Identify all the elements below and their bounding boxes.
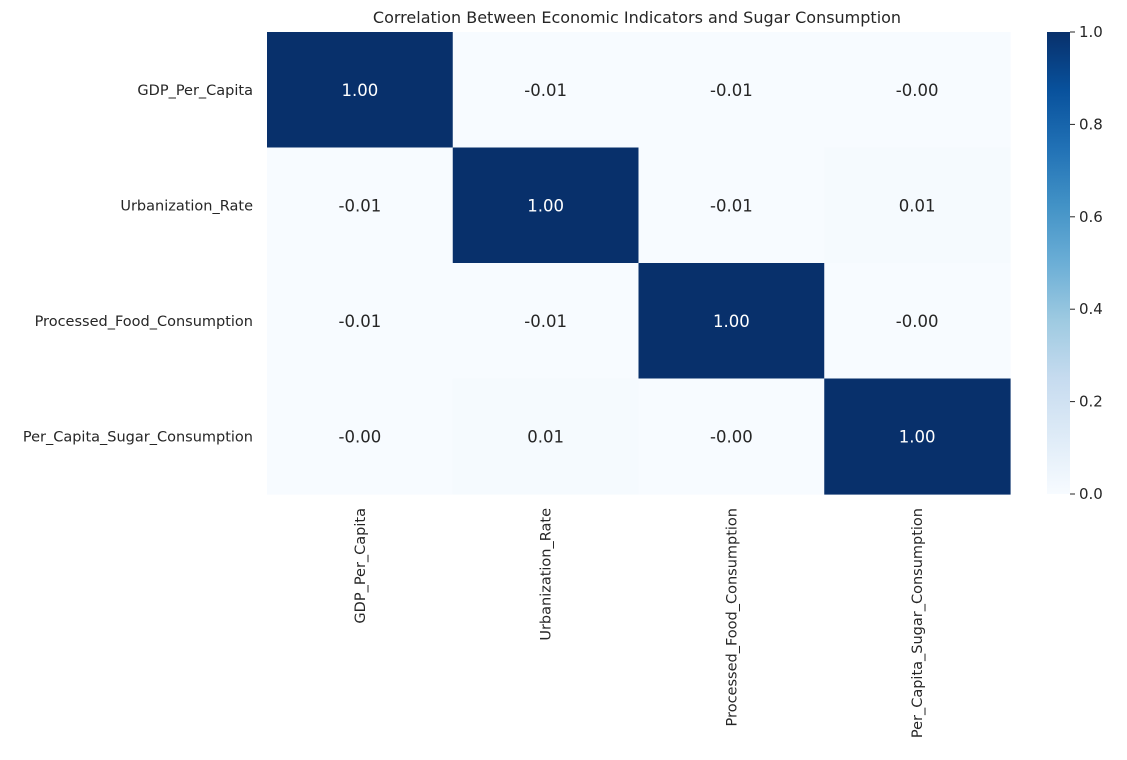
colorbar-tick-label: 0.2 bbox=[1079, 393, 1103, 411]
cell-value-label: -0.00 bbox=[339, 427, 382, 446]
heatmap-cell bbox=[824, 263, 1011, 380]
row-labels: GDP_Per_Capita Urbanization_Rate Processed… bbox=[23, 83, 253, 446]
cell-value-label: 1.00 bbox=[342, 81, 379, 100]
cell-value-label: 0.01 bbox=[527, 427, 564, 446]
heatmap-cell bbox=[638, 32, 825, 149]
colorbar-tick-label: 0.6 bbox=[1079, 208, 1103, 226]
column-tick-label: Urbanization_Rate bbox=[539, 508, 555, 641]
row-tick-label: GDP_Per_Capita bbox=[137, 83, 253, 99]
cell-value-label: -0.01 bbox=[524, 81, 567, 100]
cell-value-label: -0.01 bbox=[524, 312, 567, 331]
colorbar-tick-label: 0.0 bbox=[1079, 485, 1103, 503]
row-tick-label: Processed_Food_Consumption bbox=[35, 314, 253, 330]
cell-value-label: -0.01 bbox=[339, 312, 382, 331]
colorbar-tick-label: 1.0 bbox=[1079, 23, 1103, 41]
heatmap-cell bbox=[267, 32, 454, 149]
heatmap-cell bbox=[452, 378, 640, 495]
cell-value-label: -0.00 bbox=[710, 427, 753, 446]
colorbar-tick-label: 0.4 bbox=[1079, 300, 1103, 318]
column-labels: GDP_Per_Capita Urbanization_Rate Processed… bbox=[353, 508, 926, 738]
heatmap-cell bbox=[824, 378, 1011, 495]
cell-value-label: 1.00 bbox=[527, 196, 564, 215]
heatmap-cell bbox=[267, 147, 454, 264]
heatmap-cell bbox=[638, 263, 825, 380]
cell-value-label: 0.01 bbox=[899, 196, 936, 215]
heatmap-cells: 1.00 -0.01 -0.01 -0.00 -0.01 1.00 -0.01 0.01 -0.… bbox=[267, 32, 1011, 495]
cell-value-label: 1.00 bbox=[713, 312, 750, 331]
colorbar-tick-label: 0.8 bbox=[1079, 115, 1103, 133]
heatmap-cell bbox=[824, 147, 1011, 264]
cell-value-label: -0.00 bbox=[896, 312, 939, 331]
heatmap-cell bbox=[452, 263, 640, 380]
chart-title: Correlation Between Economic Indicators … bbox=[373, 8, 901, 27]
heatmap-cell bbox=[452, 147, 640, 264]
cell-value-label: -0.01 bbox=[710, 81, 753, 100]
cell-value-label: 1.00 bbox=[899, 427, 936, 446]
row-tick-label: Urbanization_Rate bbox=[120, 198, 253, 214]
heatmap-cell bbox=[638, 378, 825, 495]
row-tick-label: Per_Capita_Sugar_Consumption bbox=[23, 429, 253, 445]
column-tick-label: Processed_Food_Consumption bbox=[724, 508, 740, 726]
heatmap-cell bbox=[267, 263, 454, 380]
colorbar: 0.0 0.2 0.4 0.6 0.8 1.0 bbox=[1047, 23, 1103, 503]
heatmap-cell bbox=[638, 147, 825, 264]
column-tick-label: GDP_Per_Capita bbox=[353, 508, 369, 624]
cell-value-label: -0.00 bbox=[896, 81, 939, 100]
cell-value-label: -0.01 bbox=[710, 196, 753, 215]
column-tick-label: Per_Capita_Sugar_Consumption bbox=[910, 508, 926, 738]
heatmap-cell bbox=[267, 378, 454, 495]
heatmap-cell bbox=[824, 32, 1011, 149]
colorbar-gradient bbox=[1047, 32, 1070, 494]
cell-value-label: -0.01 bbox=[339, 196, 382, 215]
heatmap-cell bbox=[452, 32, 640, 149]
